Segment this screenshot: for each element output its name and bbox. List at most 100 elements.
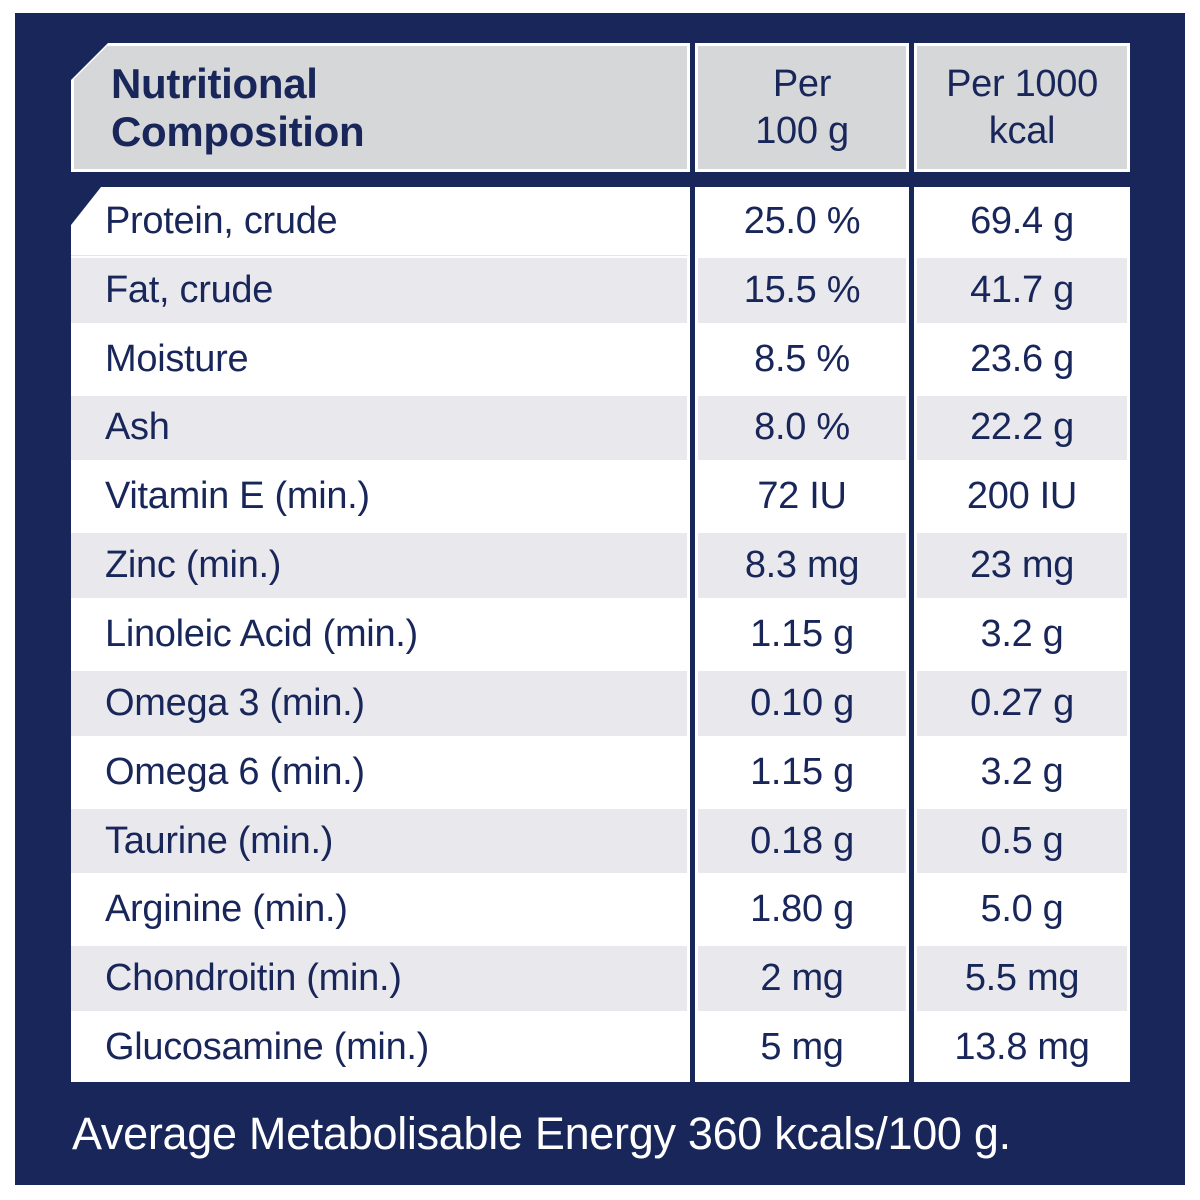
- value-per-1000kcal-text: 23 mg: [969, 544, 1075, 587]
- value-per-100g-text: 1.80 g: [750, 888, 854, 931]
- header-cell-title: Nutritional Composition: [71, 43, 690, 172]
- value-per-1000kcal-text: 41.7 g: [970, 268, 1074, 311]
- value-per-100g-text: 15.5 %: [743, 268, 861, 311]
- value-per-100g-text: 8.0 %: [754, 406, 850, 449]
- value-per-100g-text: 0.18 g: [750, 819, 854, 862]
- column-label-per-1000kcal: Per 1000 kcal: [946, 63, 1098, 152]
- row-label-text: Glucosamine (min.): [105, 1026, 430, 1069]
- table-row: Ash 8.0 % 22.2 g: [71, 393, 1130, 463]
- value-per-100g-text: 8.3 mg: [744, 544, 860, 587]
- row-label: Glucosamine (min.): [71, 1013, 690, 1082]
- value-per-1000kcal: 23.6 g: [914, 324, 1130, 394]
- header-title-box: Nutritional Composition: [74, 46, 687, 169]
- value-per-100g-text: 5 mg: [760, 1026, 844, 1069]
- table-row: Omega 3 (min.) 0.10 g 0.27 g: [71, 668, 1130, 738]
- row-label: Fat, crude: [71, 255, 690, 325]
- table-header-row: Nutritional Composition Per 100 g Per 10…: [71, 43, 1130, 172]
- row-label-text: Omega 3 (min.): [105, 681, 365, 724]
- value-per-100g: 1.15 g: [695, 600, 909, 669]
- value-per-100g-text: 72 IU: [757, 475, 847, 518]
- value-per-100g-text: 2 mg: [760, 957, 844, 1000]
- table-row: Protein, crude 25.0 % 69.4 g: [71, 187, 1130, 256]
- table-row: Taurine (min.) 0.18 g 0.5 g: [71, 806, 1130, 876]
- table-row: Fat, crude 15.5 % 41.7 g: [71, 255, 1130, 325]
- value-per-1000kcal-text: 22.2 g: [970, 406, 1074, 449]
- value-per-100g: 5 mg: [695, 1013, 909, 1082]
- row-label: Taurine (min.): [71, 806, 690, 876]
- value-per-1000kcal-text: 0.5 g: [980, 819, 1064, 862]
- row-label: Vitamin E (min.): [71, 462, 690, 532]
- value-per-1000kcal: 0.27 g: [914, 668, 1130, 738]
- row-label: Omega 6 (min.): [71, 737, 690, 807]
- table-row: Moisture 8.5 % 23.6 g: [71, 324, 1130, 394]
- row-label-text: Moisture: [105, 337, 249, 380]
- value-per-100g: 72 IU: [695, 462, 909, 532]
- table-row: Zinc (min.) 8.3 mg 23 mg: [71, 531, 1130, 601]
- value-per-100g: 0.18 g: [695, 806, 909, 876]
- value-per-100g: 0.10 g: [695, 668, 909, 738]
- row-label: Protein, crude: [71, 187, 690, 256]
- row-label: Arginine (min.): [71, 875, 690, 945]
- value-per-1000kcal: 5.0 g: [914, 875, 1130, 945]
- value-per-1000kcal-text: 0.27 g: [970, 681, 1074, 724]
- value-per-1000kcal: 23 mg: [914, 531, 1130, 601]
- value-per-1000kcal-text: 3.2 g: [980, 750, 1064, 793]
- value-per-100g: 1.80 g: [695, 875, 909, 945]
- value-per-1000kcal-text: 13.8 mg: [954, 1026, 1090, 1069]
- navy-panel: Nutritional Composition Per 100 g Per 10…: [15, 13, 1185, 1185]
- value-per-1000kcal-text: 69.4 g: [970, 199, 1074, 242]
- header-cell-per-100g: Per 100 g: [695, 43, 909, 172]
- value-per-1000kcal: 5.5 mg: [914, 944, 1130, 1014]
- value-per-1000kcal: 13.8 mg: [914, 1013, 1130, 1082]
- value-per-100g-text: 1.15 g: [750, 612, 854, 655]
- value-per-100g: 2 mg: [695, 944, 909, 1014]
- table-row: Linoleic Acid (min.) 1.15 g 3.2 g: [71, 600, 1130, 669]
- value-per-100g-text: 0.10 g: [750, 681, 854, 724]
- value-per-1000kcal-text: 5.0 g: [980, 888, 1064, 931]
- row-label-text: Omega 6 (min.): [105, 750, 365, 793]
- value-per-100g-text: 8.5 %: [754, 337, 850, 380]
- row-label: Ash: [71, 393, 690, 463]
- value-per-100g: 8.5 %: [695, 324, 909, 394]
- row-label-text: Linoleic Acid (min.): [105, 612, 418, 655]
- row-label-text: Arginine (min.): [105, 888, 348, 931]
- value-per-1000kcal-text: 3.2 g: [980, 612, 1064, 655]
- energy-statement-band: Average Metabolisable Energy 360 kcals/1…: [72, 1082, 1130, 1185]
- value-per-100g: 8.3 mg: [695, 531, 909, 601]
- row-label: Omega 3 (min.): [71, 668, 690, 738]
- row-label: Moisture: [71, 324, 690, 394]
- row-label: Chondroitin (min.): [71, 944, 690, 1014]
- row-label-text: Taurine (min.): [105, 819, 334, 862]
- row-label-text: Zinc (min.): [105, 544, 282, 587]
- table-title: Nutritional Composition: [111, 59, 365, 155]
- row-label: Zinc (min.): [71, 531, 690, 601]
- value-per-1000kcal: 69.4 g: [914, 187, 1130, 256]
- value-per-1000kcal: 41.7 g: [914, 255, 1130, 325]
- value-per-100g-text: 1.15 g: [750, 750, 854, 793]
- value-per-100g: 15.5 %: [695, 255, 909, 325]
- row-label-text: Vitamin E (min.): [105, 475, 370, 518]
- value-per-1000kcal: 200 IU: [914, 462, 1130, 532]
- row-label-text: Protein, crude: [105, 199, 338, 242]
- value-per-100g: 8.0 %: [695, 393, 909, 463]
- row-label-text: Chondroitin (min.): [105, 957, 402, 1000]
- row-label-text: Fat, crude: [105, 268, 274, 311]
- table-row: Vitamin E (min.) 72 IU 200 IU: [71, 462, 1130, 532]
- value-per-1000kcal: 3.2 g: [914, 600, 1130, 669]
- column-label-per-100g: Per 100 g: [755, 63, 849, 152]
- value-per-100g-text: 25.0 %: [743, 199, 861, 242]
- energy-statement: Average Metabolisable Energy 360 kcals/1…: [72, 1107, 1011, 1159]
- table-body: Protein, crude 25.0 % 69.4 g Fat, crude 15.5…: [71, 187, 1130, 1082]
- table-row: Chondroitin (min.) 2 mg 5.5 mg: [71, 944, 1130, 1014]
- value-per-100g: 25.0 %: [695, 187, 909, 256]
- table-row: Glucosamine (min.) 5 mg 13.8 mg: [71, 1013, 1130, 1082]
- value-per-100g: 1.15 g: [695, 737, 909, 807]
- value-per-1000kcal: 22.2 g: [914, 393, 1130, 463]
- nutrition-table: Nutritional Composition Per 100 g Per 10…: [71, 43, 1130, 1082]
- value-per-1000kcal-text: 5.5 mg: [964, 957, 1080, 1000]
- row-label-text: Ash: [105, 406, 170, 449]
- table-row: Omega 6 (min.) 1.15 g 3.2 g: [71, 737, 1130, 807]
- table-row: Arginine (min.) 1.80 g 5.0 g: [71, 875, 1130, 945]
- value-per-1000kcal-text: 200 IU: [966, 475, 1078, 518]
- row-label: Linoleic Acid (min.): [71, 600, 690, 669]
